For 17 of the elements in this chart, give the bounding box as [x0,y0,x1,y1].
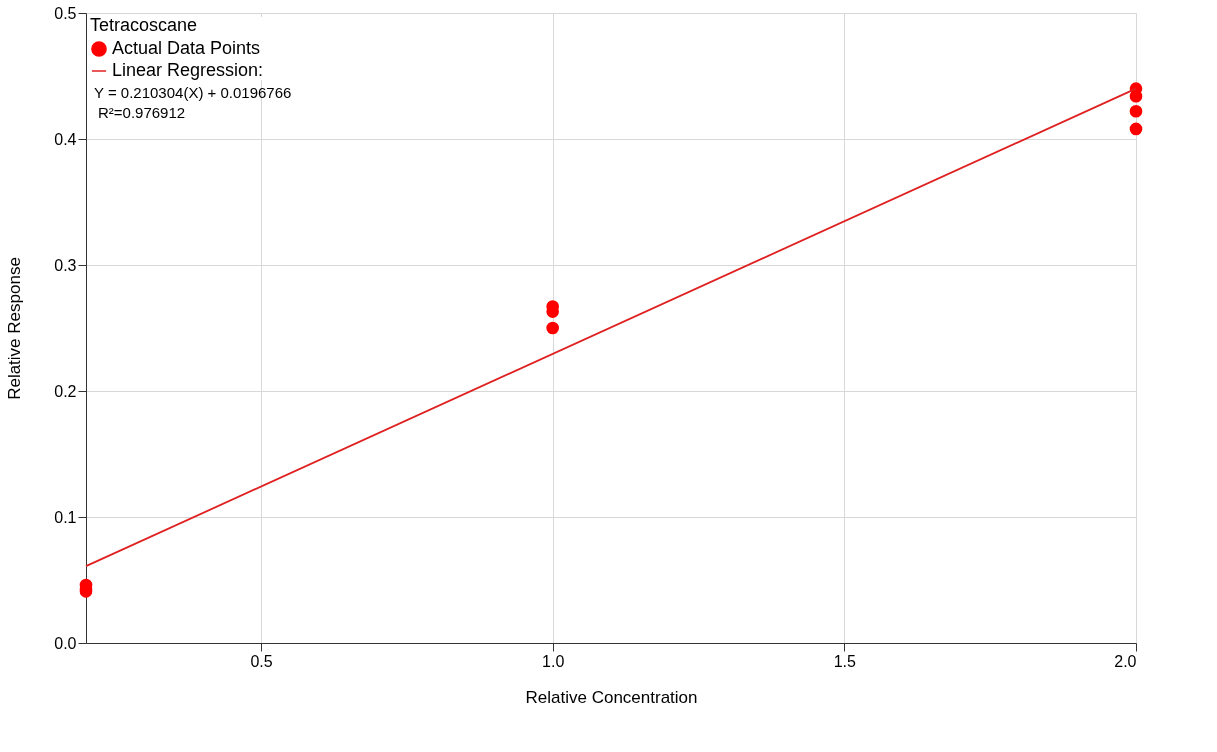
x-tick-label: 1.5 [833,652,857,670]
y-tick-label: 0.0 [54,634,77,652]
annotation: R²=0.976912 [98,104,186,121]
y-tick-label: 0.3 [54,256,77,274]
y-tick-label: 0.4 [54,130,77,148]
y-tick-label: 0.2 [54,382,77,400]
legend-title: Tetracoscane [90,15,198,35]
legend-label: Actual Data Points [112,38,261,58]
x-tick-label: 1.0 [542,652,565,670]
y-tick-label: 0.5 [54,4,77,22]
legend-label: Linear Regression: [112,60,264,80]
x-axis-title: Relative Concentration [525,687,698,707]
y-axis-title: Relative Response [5,257,25,400]
x-tick-label: 2.0 [1114,652,1137,670]
y-tick-label: 0.1 [54,508,77,526]
annotation: Y = 0.210304(X) + 0.0196766 [94,84,292,101]
x-tick-label: 0.5 [250,652,273,670]
